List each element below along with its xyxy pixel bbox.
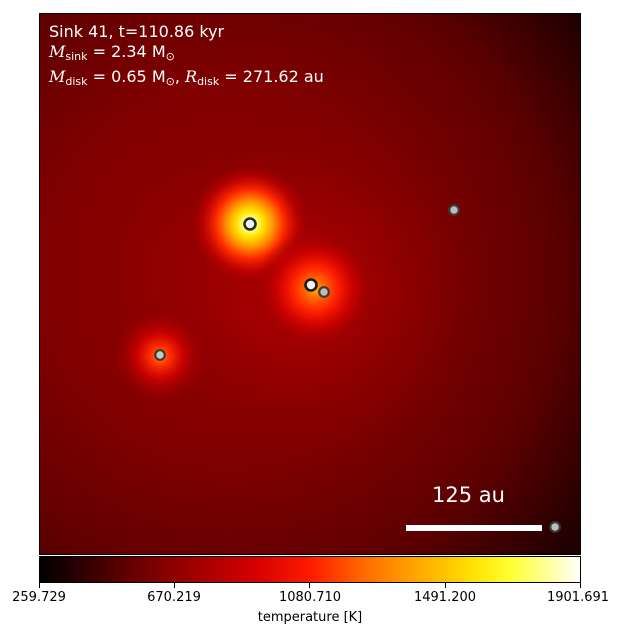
colorbar-tick xyxy=(309,583,310,588)
colorbar-tick-label: 259.729 xyxy=(12,590,66,605)
colorbar-title: temperature [K] xyxy=(257,610,363,625)
scale-bar xyxy=(406,525,542,531)
colorbar-tick xyxy=(39,583,40,588)
colorbar-tick-label: 1080.710 xyxy=(278,590,342,605)
sink-markers xyxy=(154,204,561,533)
sink-marker xyxy=(549,521,561,533)
colorbar-tick xyxy=(174,583,175,588)
sink-marker xyxy=(304,278,318,292)
colorbar-tick-label: 670.219 xyxy=(147,590,201,605)
sink-id-time: Sink 41, t=110.86 kyr xyxy=(49,22,225,41)
sink-marker xyxy=(154,349,166,361)
colorbar xyxy=(39,556,581,583)
colorbar-ticks xyxy=(39,583,581,588)
colorbar-tick xyxy=(445,583,446,588)
sink-mass: Msink = 2.34 M⊙ xyxy=(49,42,175,63)
colorbar-tick xyxy=(580,583,581,588)
temperature-map: Sink 41, t=110.86 kyr Msink = 2.34 M⊙ Md… xyxy=(39,13,581,555)
scale-bar-label: 125 au xyxy=(432,483,505,507)
sink-info: Sink 41, t=110.86 kyr Msink = 2.34 M⊙ Md… xyxy=(49,22,324,92)
sink-marker xyxy=(243,217,257,231)
temperature-field xyxy=(40,14,580,554)
sink-marker xyxy=(318,286,330,298)
disk-properties: Mdisk = 0.65 M⊙, Rdisk = 271.62 au xyxy=(49,67,324,88)
colorbar-tick-label: 1901.691 xyxy=(546,590,610,605)
colorbar-tick-label: 1491.200 xyxy=(413,590,477,605)
sink-marker xyxy=(448,204,460,216)
